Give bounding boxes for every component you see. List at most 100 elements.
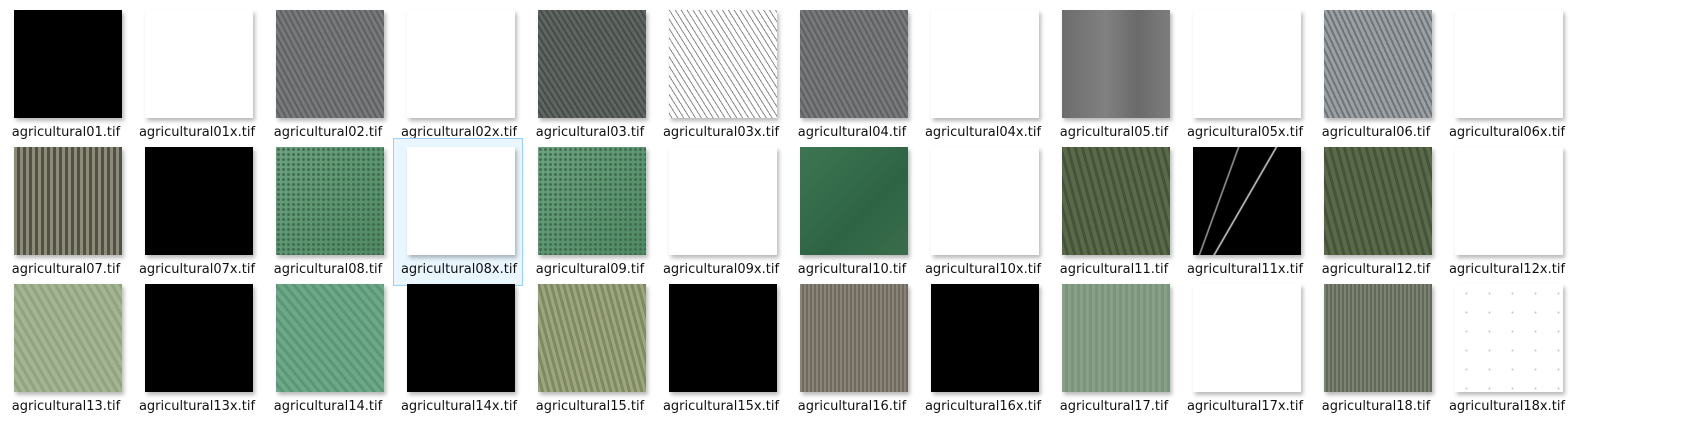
file-item[interactable]: agricultural16.tif xyxy=(786,275,916,423)
file-item[interactable]: agricultural11x.tif xyxy=(1179,138,1309,286)
file-name[interactable]: agricultural08.tif xyxy=(273,262,383,277)
file-thumbnail[interactable] xyxy=(145,10,253,118)
file-name[interactable]: agricultural12.tif xyxy=(1321,262,1431,277)
file-name[interactable]: agricultural08x.tif xyxy=(400,262,518,277)
file-name[interactable]: agricultural14.tif xyxy=(273,399,383,414)
file-thumbnail[interactable] xyxy=(669,147,777,255)
file-thumbnail[interactable] xyxy=(1062,147,1170,255)
file-item[interactable]: agricultural13.tif xyxy=(0,275,130,423)
file-name[interactable]: agricultural16x.tif xyxy=(924,399,1042,414)
file-item[interactable]: agricultural05.tif xyxy=(1048,1,1178,149)
file-name[interactable]: agricultural01.tif xyxy=(11,125,121,140)
file-item[interactable]: agricultural02.tif xyxy=(262,1,392,149)
file-item[interactable]: agricultural10.tif xyxy=(786,138,916,286)
file-name[interactable]: agricultural15.tif xyxy=(535,399,645,414)
file-item[interactable]: agricultural04.tif xyxy=(786,1,916,149)
file-item[interactable]: agricultural08.tif xyxy=(262,138,392,286)
file-thumbnail[interactable] xyxy=(1062,284,1170,392)
file-name[interactable]: agricultural15x.tif xyxy=(662,399,780,414)
file-thumbnail[interactable] xyxy=(276,284,384,392)
file-item[interactable]: agricultural16x.tif xyxy=(917,275,1047,423)
file-thumbnail[interactable] xyxy=(145,147,253,255)
file-name[interactable]: agricultural10x.tif xyxy=(924,262,1042,277)
file-thumbnail[interactable] xyxy=(800,147,908,255)
file-thumbnail[interactable] xyxy=(669,10,777,118)
file-item[interactable]: agricultural09x.tif xyxy=(655,138,785,286)
file-name[interactable]: agricultural13.tif xyxy=(11,399,121,414)
file-thumbnail[interactable] xyxy=(1324,284,1432,392)
file-item[interactable]: agricultural12.tif xyxy=(1310,138,1440,286)
file-item[interactable]: agricultural08x.tif xyxy=(393,138,523,286)
file-item[interactable]: agricultural02x.tif xyxy=(393,1,523,149)
file-name[interactable]: agricultural04.tif xyxy=(797,125,907,140)
file-thumbnail[interactable] xyxy=(1193,10,1301,118)
file-thumbnail[interactable] xyxy=(538,147,646,255)
file-name[interactable]: agricultural05.tif xyxy=(1059,125,1169,140)
file-thumbnail[interactable] xyxy=(800,284,908,392)
file-item[interactable]: agricultural14x.tif xyxy=(393,275,523,423)
file-item[interactable]: agricultural06.tif xyxy=(1310,1,1440,149)
file-thumbnail[interactable] xyxy=(800,10,908,118)
file-item[interactable]: agricultural11.tif xyxy=(1048,138,1178,286)
file-name[interactable]: agricultural07x.tif xyxy=(138,262,256,277)
file-name[interactable]: agricultural09.tif xyxy=(535,262,645,277)
file-thumbnail[interactable] xyxy=(276,147,384,255)
file-name[interactable]: agricultural18.tif xyxy=(1321,399,1431,414)
file-item[interactable]: agricultural07.tif xyxy=(0,138,130,286)
file-thumbnail[interactable] xyxy=(14,10,122,118)
file-thumbnail[interactable] xyxy=(931,10,1039,118)
file-name[interactable]: agricultural14x.tif xyxy=(400,399,518,414)
file-name[interactable]: agricultural06.tif xyxy=(1321,125,1431,140)
file-item[interactable]: agricultural15x.tif xyxy=(655,275,785,423)
file-item[interactable]: agricultural18x.tif xyxy=(1441,275,1571,423)
file-item[interactable]: agricultural10x.tif xyxy=(917,138,1047,286)
file-thumbnail[interactable] xyxy=(145,284,253,392)
file-name[interactable]: agricultural17.tif xyxy=(1059,399,1169,414)
file-name[interactable]: agricultural01x.tif xyxy=(138,125,256,140)
file-name[interactable]: agricultural10.tif xyxy=(797,262,907,277)
file-thumbnail[interactable] xyxy=(669,284,777,392)
file-thumbnail[interactable] xyxy=(1455,10,1563,118)
file-name[interactable]: agricultural07.tif xyxy=(11,262,121,277)
file-name[interactable]: agricultural11.tif xyxy=(1059,262,1169,277)
file-name[interactable]: agricultural18x.tif xyxy=(1448,399,1566,414)
file-item[interactable]: agricultural03x.tif xyxy=(655,1,785,149)
file-thumbnail[interactable] xyxy=(1455,147,1563,255)
file-item[interactable]: agricultural09.tif xyxy=(524,138,654,286)
file-item[interactable]: agricultural13x.tif xyxy=(131,275,261,423)
file-thumbnail[interactable] xyxy=(407,284,515,392)
file-thumbnail[interactable] xyxy=(1062,10,1170,118)
file-thumbnail[interactable] xyxy=(538,10,646,118)
file-item[interactable]: agricultural17x.tif xyxy=(1179,275,1309,423)
file-thumbnail[interactable] xyxy=(1193,284,1301,392)
file-name[interactable]: agricultural03.tif xyxy=(535,125,645,140)
file-item[interactable]: agricultural14.tif xyxy=(262,275,392,423)
file-item[interactable]: agricultural03.tif xyxy=(524,1,654,149)
file-name[interactable]: agricultural02.tif xyxy=(273,125,383,140)
file-thumbnail[interactable] xyxy=(407,147,515,255)
file-item[interactable]: agricultural18.tif xyxy=(1310,275,1440,423)
file-item[interactable]: agricultural04x.tif xyxy=(917,1,1047,149)
file-thumbnail[interactable] xyxy=(931,284,1039,392)
file-name[interactable]: agricultural09x.tif xyxy=(662,262,780,277)
file-thumbnail[interactable] xyxy=(931,147,1039,255)
file-thumbnail[interactable] xyxy=(276,10,384,118)
file-name[interactable]: agricultural05x.tif xyxy=(1186,125,1304,140)
file-thumbnail[interactable] xyxy=(14,147,122,255)
file-name[interactable]: agricultural17x.tif xyxy=(1186,399,1304,414)
file-thumbnail[interactable] xyxy=(14,284,122,392)
file-name[interactable]: agricultural02x.tif xyxy=(400,125,518,140)
file-name[interactable]: agricultural13x.tif xyxy=(138,399,256,414)
file-item[interactable]: agricultural17.tif xyxy=(1048,275,1178,423)
file-thumbnail[interactable] xyxy=(1324,10,1432,118)
file-thumbnail[interactable] xyxy=(1193,147,1301,255)
file-item[interactable]: agricultural12x.tif xyxy=(1441,138,1571,286)
file-thumbnail[interactable] xyxy=(538,284,646,392)
file-name[interactable]: agricultural12x.tif xyxy=(1448,262,1566,277)
file-thumbnail[interactable] xyxy=(407,10,515,118)
file-item[interactable]: agricultural01x.tif xyxy=(131,1,261,149)
file-name[interactable]: agricultural03x.tif xyxy=(662,125,780,140)
file-name[interactable]: agricultural06x.tif xyxy=(1448,125,1566,140)
file-item[interactable]: agricultural07x.tif xyxy=(131,138,261,286)
file-name[interactable]: agricultural04x.tif xyxy=(924,125,1042,140)
